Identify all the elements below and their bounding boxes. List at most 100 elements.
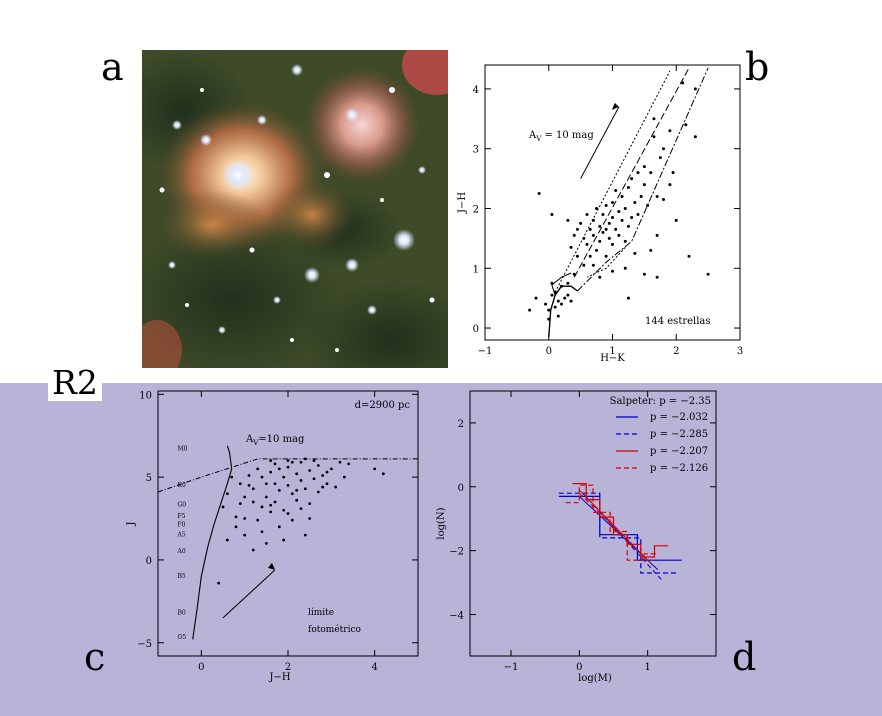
c-data-point — [247, 484, 251, 487]
c-main-sequence — [192, 445, 233, 640]
b-data-point — [611, 215, 614, 219]
c-data-point — [321, 485, 325, 489]
b-data-point — [579, 221, 583, 225]
c-data-point — [243, 533, 247, 537]
b-data-point — [623, 266, 627, 270]
b-data-point — [547, 317, 551, 321]
b-reddening-arrowhead — [611, 102, 619, 110]
b-data-point — [591, 263, 595, 267]
b-data-point — [706, 272, 710, 276]
d-series — [565, 484, 658, 564]
b-data-point — [569, 299, 573, 303]
c-reddening-label: AV=10 mag — [245, 434, 305, 447]
background-band — [0, 383, 882, 716]
c-data-point — [269, 470, 273, 474]
b-data-point — [607, 236, 611, 240]
c-data-point — [347, 462, 351, 466]
c-data-point — [260, 475, 264, 479]
b-data-point — [681, 81, 685, 85]
b-data-point — [575, 227, 579, 231]
b-data-point — [582, 263, 586, 267]
d-xtick-label: 1 — [644, 662, 650, 673]
b-data-point — [604, 254, 608, 258]
c-data-point — [303, 533, 307, 537]
b-data-point — [636, 171, 640, 175]
b-data-point — [553, 290, 557, 294]
b-data-point — [671, 171, 675, 175]
b-data-point — [646, 203, 650, 207]
b-data-point — [595, 248, 599, 252]
d-ylabel: log(N) — [436, 507, 447, 539]
b-data-point — [588, 227, 592, 231]
c-data-point — [325, 482, 329, 486]
d-fit-line — [578, 492, 652, 564]
d-legend-entry: p = −2.285 — [650, 429, 708, 440]
b-data-point — [626, 224, 630, 228]
d-legend-title: Salpeter: p = −2.35 — [610, 396, 711, 407]
b-ytick-label: 4 — [473, 85, 479, 96]
panel-label-d: d — [732, 635, 757, 679]
d-fit-line — [578, 489, 649, 561]
color-magnitude-diagram: 0 2 4 −5 0 5 10 O5 B0 B5 A0 A5 F0 F5 G0 K0 M0 d=2900 pc AV… — [126, 390, 419, 683]
c-data-point — [273, 482, 277, 486]
b-data-point — [582, 236, 586, 240]
b-data-point — [614, 189, 618, 193]
c-spectral-type: B0 — [178, 609, 186, 616]
b-data-point — [604, 227, 608, 231]
b-ytick-label: 1 — [473, 264, 479, 275]
c-data-point — [277, 488, 281, 492]
panel-label-c: c — [84, 635, 106, 679]
c-data-point — [221, 505, 225, 509]
b-data-point — [534, 296, 538, 300]
c-data-point — [308, 469, 312, 472]
d-xtick-label: −1 — [504, 662, 519, 673]
c-ytick-label: 0 — [146, 556, 152, 567]
b-data-point — [604, 203, 608, 207]
b-data-point — [595, 206, 599, 210]
c-data-point — [290, 492, 294, 496]
c-data-point — [282, 508, 286, 512]
c-data-point — [251, 500, 255, 504]
b-data-point — [662, 147, 665, 151]
b-data-point — [585, 212, 589, 216]
b-data-point — [642, 165, 646, 169]
c-data-point — [373, 467, 377, 471]
b-data-point — [544, 302, 548, 306]
b-xlabel: H−K — [600, 353, 625, 364]
b-data-point — [556, 299, 560, 303]
b-data-point — [693, 87, 697, 91]
plot-frame — [469, 390, 717, 657]
b-data-point — [620, 195, 624, 199]
d-histogram-line — [565, 484, 658, 561]
b-data-point — [626, 296, 630, 300]
c-spectral-type: F5 — [178, 513, 186, 520]
c-spectral-type: O5 — [178, 634, 187, 641]
c-data-point — [290, 518, 294, 522]
b-data-point — [550, 281, 554, 285]
b-data-point — [553, 305, 557, 309]
c-data-point — [238, 482, 242, 486]
c-data-point — [273, 462, 277, 466]
c-data-point — [217, 581, 221, 585]
c-data-point — [243, 495, 247, 499]
b-data-point — [617, 233, 621, 237]
c-spectral-type: K0 — [178, 482, 186, 489]
c-data-point — [295, 488, 299, 492]
c-data-point — [234, 525, 238, 529]
b-data-point — [591, 218, 595, 222]
c-data-point — [269, 510, 273, 514]
c-data-point — [282, 538, 286, 542]
d-ytick-label: −2 — [449, 547, 464, 558]
c-limit-label: límite — [308, 607, 334, 618]
b-giant-branch — [551, 272, 572, 296]
c-data-point — [251, 548, 255, 552]
b-data-point — [639, 195, 643, 199]
c-data-point — [286, 465, 290, 469]
c-data-point — [308, 517, 312, 520]
b-data-point — [636, 212, 640, 216]
c-reddening-arrow — [222, 569, 276, 619]
c-data-point — [264, 495, 268, 499]
b-data-point — [585, 242, 589, 246]
b-data-point — [550, 212, 554, 216]
c-distance-label: d=2900 pc — [355, 400, 411, 411]
